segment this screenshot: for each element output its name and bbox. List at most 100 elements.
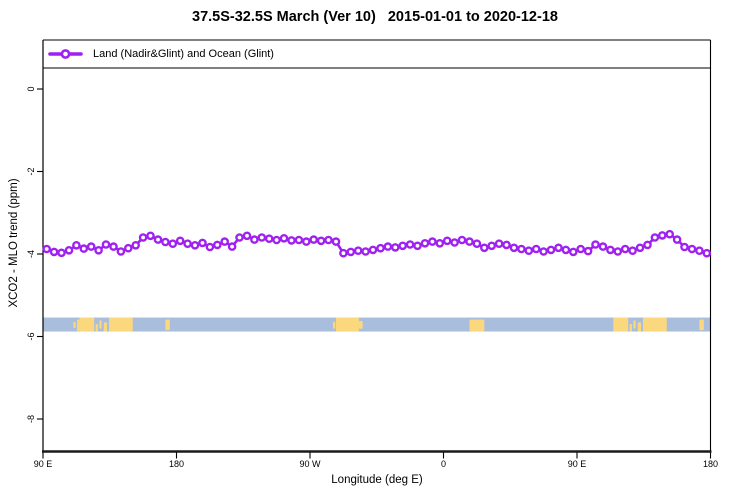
data-point-marker (494, 239, 504, 248)
chart-title: 37.5S-32.5S March (Ver 10) 2015-01-01 to… (192, 9, 558, 25)
data-point-marker (198, 238, 207, 248)
data-point-marker (309, 235, 319, 244)
data-point-marker (212, 240, 222, 250)
legend-marker-circle (60, 49, 71, 59)
data-point-marker (227, 242, 237, 251)
data-point-marker (287, 236, 296, 245)
data-point-marker (672, 235, 682, 244)
map-strip-land (629, 323, 632, 332)
map-strip-land (469, 319, 485, 332)
x-axis-label: Longitude (deg E) (331, 474, 423, 486)
map-strip-ocean (43, 317, 711, 332)
data-point-marker (101, 240, 111, 249)
map-strip-land (699, 319, 704, 331)
data-point-marker (531, 244, 541, 254)
data-point-marker (383, 242, 393, 251)
map-strip-land (103, 322, 108, 332)
data-point-marker (72, 240, 81, 250)
map-strip-land (358, 321, 363, 329)
data-point-marker (435, 238, 445, 248)
data-point-marker (161, 237, 170, 247)
data-point-marker (487, 241, 497, 251)
map-strip-land (613, 317, 629, 332)
data-point-marker (643, 240, 652, 250)
data-point-marker (64, 245, 74, 255)
y-tick-label: -8 (26, 415, 36, 423)
data-point-marker (116, 247, 126, 256)
data-point-marker (509, 243, 519, 253)
data-point-marker (583, 246, 593, 256)
data-point-marker (472, 239, 482, 248)
data-point-marker (264, 234, 274, 243)
data-point-marker (279, 233, 289, 243)
map-strip-land (95, 323, 98, 332)
data-point-marker (665, 229, 675, 239)
data-point-marker (331, 237, 341, 246)
map-strip-land (332, 321, 336, 329)
data-point-marker (86, 242, 96, 251)
data-point-marker (695, 246, 704, 255)
data-point-marker (658, 231, 667, 240)
data-point-marker (576, 244, 586, 254)
y-tick-label: -2 (26, 167, 36, 175)
data-point-marker (465, 237, 474, 246)
data-point-marker (138, 233, 148, 242)
data-point-marker (346, 247, 356, 257)
data-point-marker (539, 247, 548, 256)
map-strip-land (633, 320, 636, 329)
map-strip-land (637, 322, 642, 332)
data-point-marker (250, 235, 259, 244)
data-point-marker (554, 243, 563, 253)
map-strip-land (335, 317, 359, 332)
map-strip-land (109, 317, 133, 332)
data-point-marker (442, 236, 452, 246)
data-point-marker (316, 236, 326, 246)
map-strip-land (99, 320, 102, 329)
data-point-marker (153, 235, 163, 244)
data-point-marker (702, 248, 712, 258)
data-point-marker (242, 231, 252, 241)
data-point-marker (301, 237, 311, 246)
data-point-marker (368, 245, 378, 255)
data-point-marker (635, 243, 645, 253)
data-point-marker (613, 247, 623, 256)
map-strip-land (165, 319, 170, 331)
data-point-marker (190, 240, 200, 250)
x-tick-label: 180 (169, 459, 184, 469)
data-point-marker (479, 243, 489, 253)
data-point-marker (324, 235, 333, 245)
data-point-marker (502, 240, 511, 250)
data-point-marker (687, 244, 697, 254)
data-point-marker (680, 242, 689, 252)
data-point-marker (606, 245, 615, 255)
data-point-marker (420, 238, 430, 248)
data-point-marker (450, 238, 459, 247)
data-point-marker (628, 246, 637, 255)
map-strip-land (73, 321, 76, 329)
data-point-marker (405, 240, 415, 249)
data-point-marker (257, 233, 267, 242)
data-point-marker (131, 240, 140, 250)
data-point-marker (294, 235, 304, 245)
y-axis-label: XCO2 - MLO trend (ppm) (8, 178, 20, 308)
data-point-marker (146, 231, 155, 241)
y-tick-label: 0 (26, 86, 36, 91)
data-point-marker (650, 233, 660, 242)
data-point-marker (353, 246, 363, 255)
data-point-marker (94, 245, 103, 255)
data-point-marker (390, 243, 400, 252)
data-point-marker (546, 245, 556, 255)
data-point-marker (79, 244, 89, 253)
data-point-marker (205, 242, 215, 252)
data-point-marker (413, 241, 422, 251)
data-point-marker (168, 239, 178, 248)
data-point-marker (457, 235, 467, 245)
y-tick-label: -6 (26, 332, 36, 340)
data-point-marker (272, 235, 281, 245)
data-point-marker (517, 244, 526, 254)
map-strip-land (79, 317, 95, 332)
x-tick-label: 90 W (299, 459, 321, 469)
data-point-marker (620, 244, 630, 254)
